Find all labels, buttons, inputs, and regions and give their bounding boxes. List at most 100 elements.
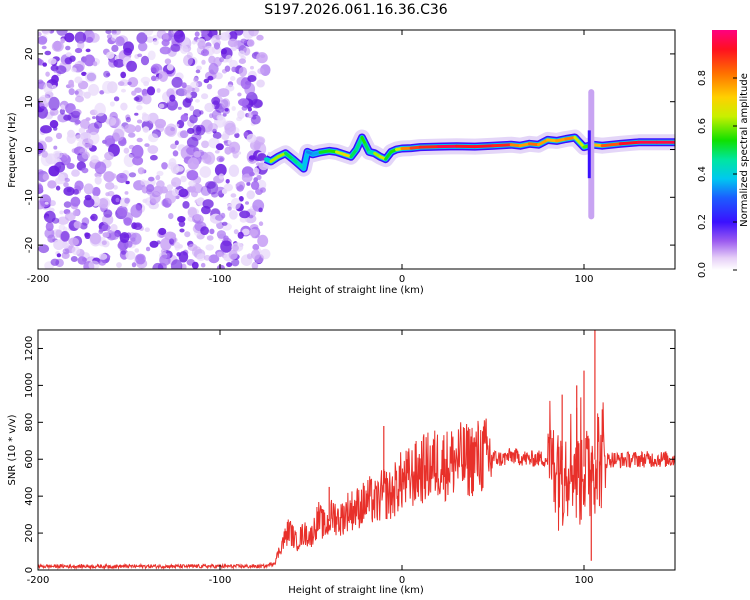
noise-blob: [109, 101, 115, 107]
noise-blob: [148, 176, 155, 182]
y-tick-label: -20: [24, 237, 35, 253]
colorbar-tick-label: 0.2: [697, 214, 708, 230]
noise-blob: [228, 249, 238, 260]
noise-blob: [187, 243, 198, 251]
noise-blob: [66, 162, 75, 170]
noise-blob: [86, 129, 91, 133]
noise-blob: [193, 77, 199, 83]
snr-line: [38, 397, 675, 570]
noise-blob: [134, 112, 139, 116]
noise-blob: [120, 71, 127, 79]
noise-blob: [84, 232, 90, 237]
noise-blob: [128, 132, 136, 138]
noise-blob: [240, 38, 248, 44]
noise-blob: [189, 105, 195, 111]
noise-blob: [227, 38, 238, 48]
noise-blob: [137, 53, 143, 58]
noise-blob: [231, 66, 237, 73]
noise-blob: [63, 201, 72, 208]
noise-blob: [150, 154, 158, 161]
noise-blob: [130, 232, 142, 245]
x-tick-label: 100: [574, 274, 593, 285]
noise-blob: [243, 131, 249, 138]
ridge-segment: [349, 148, 358, 159]
noise-blob: [156, 88, 161, 93]
noise-blob: [38, 142, 44, 155]
noise-blob: [216, 114, 223, 121]
noise-blob: [152, 262, 164, 269]
noise-blob: [94, 121, 103, 129]
noise-blob: [131, 90, 137, 96]
noise-blob: [192, 124, 202, 136]
y-tick-label: 0: [24, 567, 35, 573]
ridge-segment: [284, 151, 295, 161]
noise-blob: [191, 40, 197, 45]
noise-blob: [70, 256, 78, 262]
noise-blob: [209, 228, 215, 235]
noise-blob: [174, 140, 179, 146]
x-tick-label: 0: [399, 575, 405, 586]
ridge-segment: [546, 138, 559, 143]
spectrogram-x-label: Height of straight line (km): [288, 285, 424, 296]
noise-blob: [134, 87, 142, 93]
noise-blob: [44, 136, 53, 143]
noise-blob: [64, 212, 76, 222]
y-tick-label: 0: [24, 146, 35, 152]
noise-blob: [246, 39, 255, 47]
noise-blob: [40, 125, 52, 134]
noise-blob: [187, 186, 194, 193]
noise-blob: [166, 184, 174, 191]
y-tick-label: 10: [24, 95, 35, 108]
noise-blob: [162, 33, 169, 41]
noise-blob: [159, 254, 171, 266]
noise-blob: [116, 205, 128, 217]
noise-blob: [38, 58, 43, 66]
noise-blob: [241, 105, 248, 111]
noise-blob: [168, 238, 175, 245]
noise-blob: [199, 166, 212, 178]
noise-blob: [194, 31, 200, 37]
noise-blob: [220, 240, 233, 253]
noise-blob: [175, 123, 180, 127]
noise-blob: [106, 51, 115, 59]
spectrogram-panel: -200 -100 0 100 -20 -100 10 20 Height of strai…: [7, 29, 676, 296]
noise-blob: [220, 48, 227, 55]
spectrogram-x-ticks: -200 -100 0 100: [27, 30, 594, 285]
noise-blob: [256, 52, 268, 64]
noise-blob: [200, 49, 210, 57]
noise-blob: [83, 183, 94, 195]
noise-blob: [121, 88, 126, 93]
ridge-segment: [491, 143, 513, 148]
noise-blob: [117, 242, 124, 250]
ridge-segment: [600, 142, 622, 148]
noise-blob: [121, 250, 126, 255]
x-tick-label: -100: [209, 274, 232, 285]
noise-blob: [180, 114, 189, 122]
noise-blob: [92, 116, 96, 120]
noise-blob: [225, 54, 233, 63]
noise-blob: [258, 207, 263, 213]
noise-blob: [103, 171, 115, 183]
noise-blob: [38, 36, 48, 45]
noise-blob: [219, 157, 224, 162]
noise-blob: [102, 80, 114, 94]
x-tick-label: -200: [27, 274, 50, 285]
noise-blob: [123, 147, 130, 154]
snr-x-label: Height of straight line (km): [288, 585, 424, 596]
noise-blob: [123, 217, 132, 226]
noise-blob: [200, 30, 210, 35]
noise-blob: [140, 179, 146, 186]
ridge-segment: [418, 145, 440, 149]
noise-blob: [201, 59, 206, 65]
noise-blob: [86, 36, 94, 43]
noise-blob: [41, 150, 48, 158]
y-tick-label: 20: [24, 48, 35, 61]
noise-blob: [253, 99, 263, 108]
x-tick-label: 100: [574, 575, 593, 586]
noise-blob: [135, 253, 146, 265]
noise-blob: [180, 175, 187, 183]
noise-blob: [185, 96, 193, 104]
noise-blob: [101, 224, 111, 232]
noise-blob: [53, 126, 58, 131]
noise-blob: [143, 81, 150, 87]
